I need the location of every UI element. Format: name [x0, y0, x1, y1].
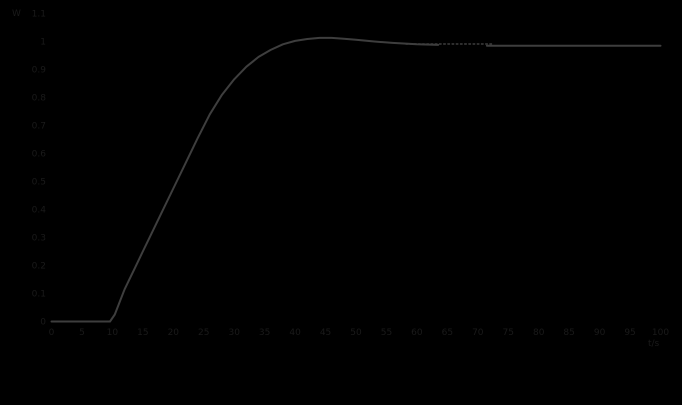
x-tick-label: 45	[320, 328, 331, 338]
y-tick-label: 0.7	[32, 122, 46, 132]
y-tick-label: 0.3	[32, 234, 46, 244]
x-tick-label: 85	[563, 328, 574, 338]
step-response-rise	[50, 36, 440, 323]
x-tick-label: 40	[289, 328, 301, 338]
y-axis-tick-labels: 1.1 1 0.9 0.8 0.7 0.6 0.5 0.4 0.3 0.2 0.1 0	[32, 10, 47, 328]
x-tick-label: 95	[624, 328, 635, 338]
x-tick-label: 65	[442, 328, 453, 338]
y-tick-label: 0.2	[32, 262, 46, 272]
x-tick-label: 90	[594, 328, 606, 338]
y-tick-label: 0.8	[32, 94, 47, 104]
x-tick-label: 55	[381, 328, 392, 338]
x-tick-label: 35	[259, 328, 270, 338]
x-tick-label: 75	[503, 328, 514, 338]
x-tick-label: 5	[79, 328, 85, 338]
y-tick-label: 0.4	[32, 206, 47, 216]
x-tick-label: 70	[472, 328, 484, 338]
x-tick-label: 15	[137, 328, 148, 338]
x-tick-label: 100	[652, 328, 669, 338]
x-tick-label: 80	[533, 328, 545, 338]
x-axis-tick-labels: 0 5 10 15 20 25 30 35 40 45 50 55 60 65 70 75 80 85 90 95 10…	[49, 328, 670, 338]
x-tick-label: 30	[228, 328, 240, 338]
y-tick-label: 0.5	[32, 178, 46, 188]
x-tick-label: 50	[350, 328, 362, 338]
y-tick-label: 0.6	[32, 150, 47, 160]
y-tick-label: 0.1	[32, 290, 46, 300]
y-tick-label: 0.9	[32, 66, 47, 76]
y-tick-label: 1	[40, 38, 46, 48]
y-tick-label: 1.1	[32, 10, 46, 20]
y-axis-unit-label: W	[12, 9, 21, 19]
x-tick-label: 25	[198, 328, 209, 338]
y-tick-label: 0	[40, 318, 46, 328]
x-axis-unit-label: t/s	[648, 339, 660, 349]
x-tick-label: 0	[49, 328, 55, 338]
x-tick-label: 60	[411, 328, 423, 338]
response-curves	[50, 36, 662, 323]
x-tick-label: 20	[168, 328, 180, 338]
x-tick-label: 10	[107, 328, 119, 338]
